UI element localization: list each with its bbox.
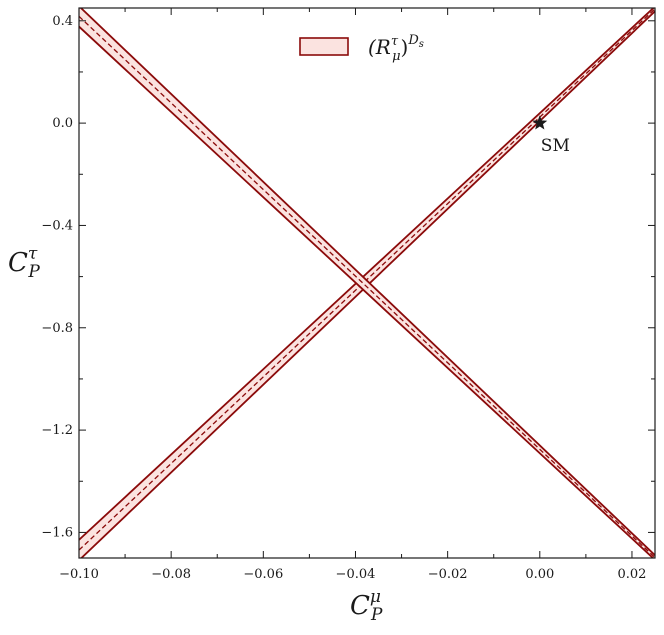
x-tick-label: −0.06 [243,567,283,582]
legend-label-outer-sup: D [407,33,419,48]
sm-label: SM [541,136,570,156]
y-tick-label: −0.4 [41,218,73,233]
band-central-line-falling [79,15,655,558]
band-upper-edge-rising [79,8,655,541]
y-axis-label-base: C [8,248,28,278]
y-tick-label: −0.8 [41,321,73,336]
x-tick-label: −0.04 [336,567,376,582]
x-axis-label-sup: μ [370,587,381,607]
y-tick-label: −1.6 [41,525,73,540]
y-axis-label: Cτ P [8,244,40,282]
x-axis-label-sub: P [370,605,383,625]
y-axis-label-sub: P [27,262,40,282]
band-lower-edge-falling [79,25,655,558]
sm-star-marker [532,115,548,130]
y-tick-label: 0.0 [52,116,73,131]
y-tick-label: 0.4 [52,14,73,29]
legend-label-outer-sup-sub: s [419,39,424,50]
legend: (Rτ μ)Ds [299,33,424,64]
x-axis-label: Cμ P [350,587,383,625]
band-fill-falling [79,8,655,558]
x-tick-label: 0.02 [617,567,646,582]
x-tick-label: −0.02 [428,567,468,582]
legend-label-base: (R [368,35,391,59]
x-axis-label-base: C [350,591,370,621]
legend-label-sub: μ [392,49,400,64]
band-upper-edge-falling [79,8,655,556]
legend-label-close: ) [401,35,409,59]
legend-label-sup: τ [391,34,399,49]
x-tick-label: −0.08 [151,567,191,582]
x-tick-label: 0.00 [525,567,554,582]
axis-ticks [78,8,655,558]
y-axis-label-sup: τ [28,244,38,264]
bands [79,8,655,558]
plot-frame [78,7,656,559]
legend-swatch [299,37,349,56]
y-tick-label: −1.2 [41,423,73,438]
axis-tick-labels: −0.10 −0.08 −0.06 −0.04 −0.02 0.00 0.02 0.4 0.0 −… [41,14,646,582]
legend-label: (Rτ μ)Ds [368,33,424,64]
annotations: SM [532,115,570,156]
x-tick-label: −0.10 [59,567,99,582]
